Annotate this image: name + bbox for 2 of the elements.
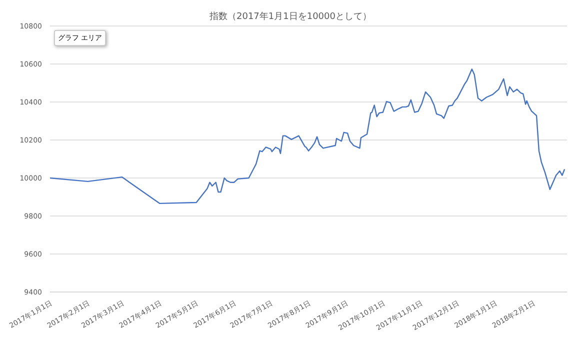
line-series [50,68,566,204]
chart-title: 指数（2017年1月1日を10000として） [208,10,372,22]
